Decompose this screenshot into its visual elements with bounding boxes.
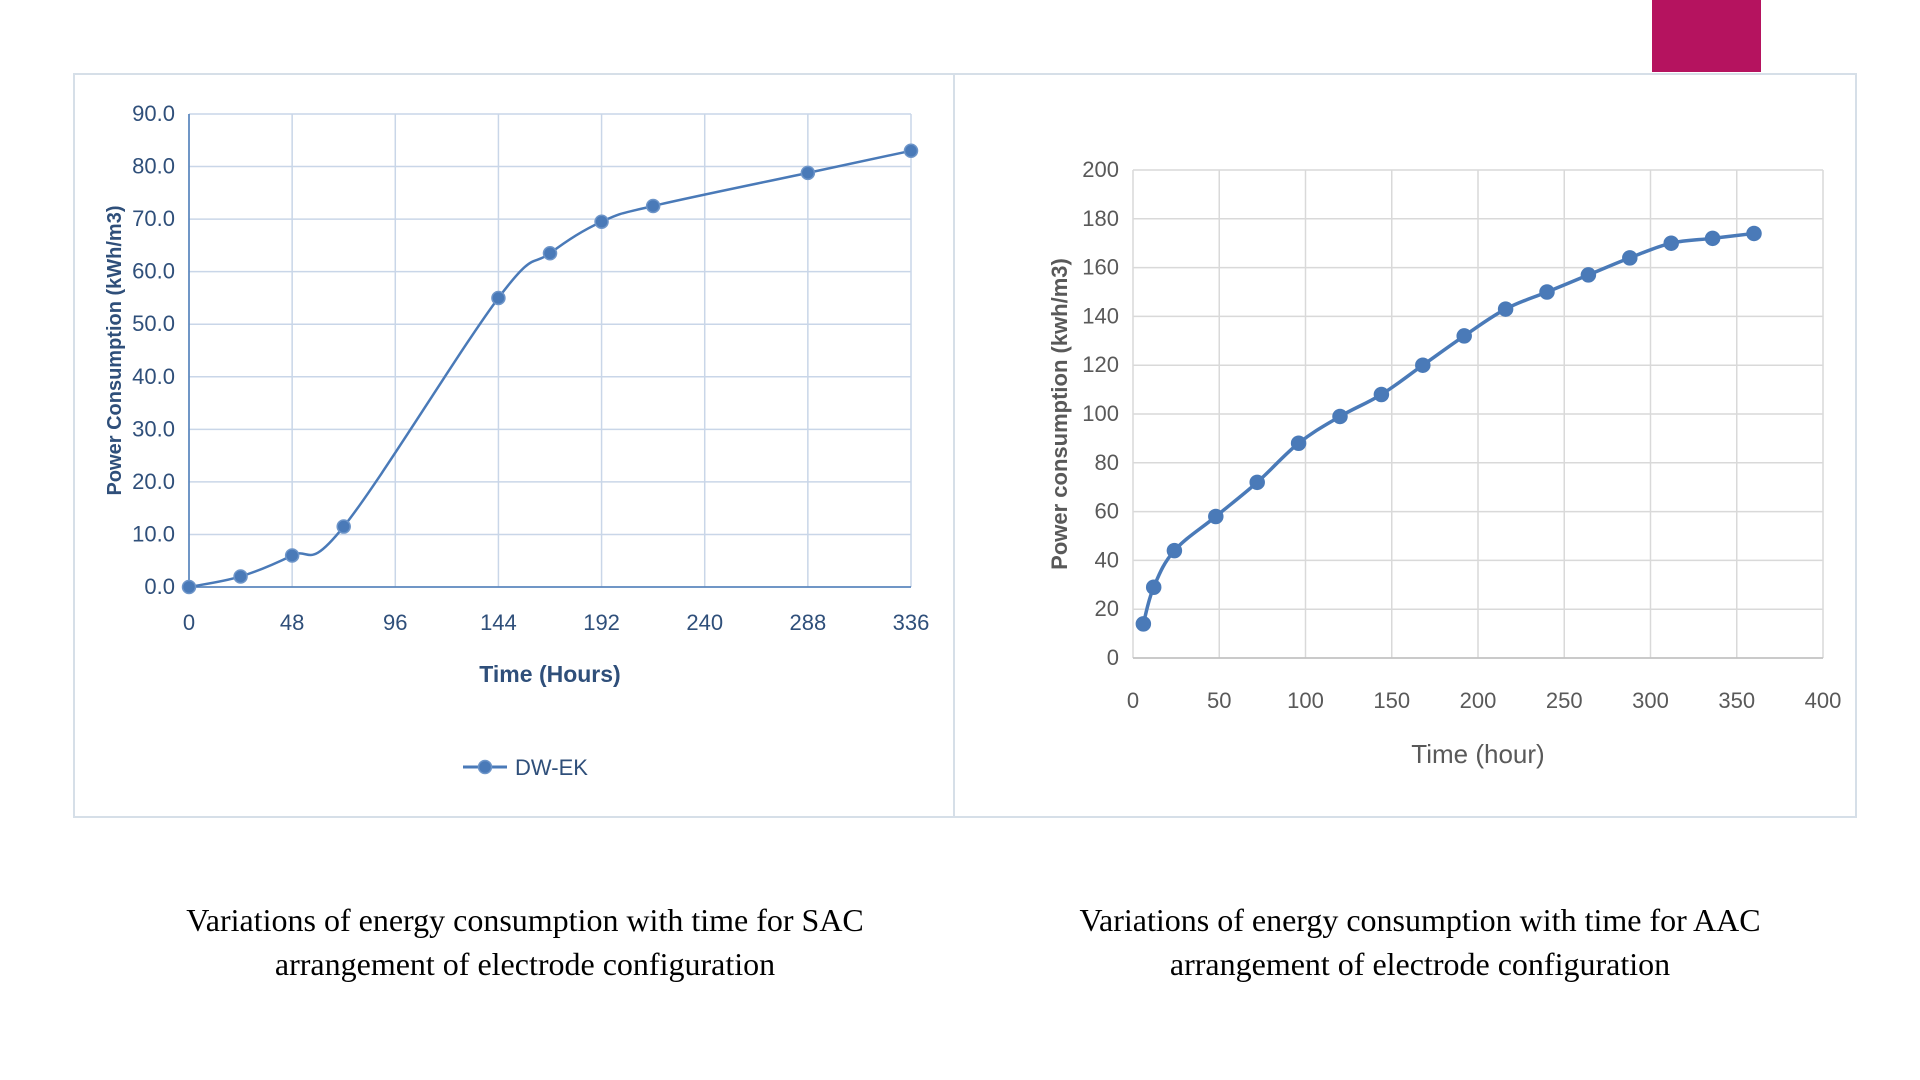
aac-y-tick-label: 120 (1082, 352, 1119, 377)
aac-x-tick-label: 200 (1460, 688, 1497, 713)
caption-sac-line1: Variations of energy consumption with ti… (186, 902, 864, 938)
sac-data-point (284, 548, 300, 563)
aac-data-point (1373, 386, 1390, 403)
aac-x-tick-label: 300 (1632, 688, 1669, 713)
sac-x-tick-label: 96 (383, 610, 407, 635)
accent-block (1652, 0, 1761, 72)
aac-data-point (1135, 616, 1152, 632)
aac-data-point (1497, 301, 1514, 317)
caption-sac: Variations of energy consumption with ti… (100, 898, 950, 986)
sac-x-tick-label: 0 (183, 610, 195, 635)
aac-y-tick-label: 0 (1107, 645, 1119, 670)
aac-data-point (1290, 435, 1307, 452)
sac-y-tick-label: 30.0 (132, 416, 175, 441)
sac-x-tick-label: 144 (480, 610, 517, 635)
aac-y-tick-label: 60 (1095, 499, 1119, 524)
aac-data-point (1249, 474, 1265, 491)
sac-data-point (233, 569, 248, 584)
aac-x-tick-label: 0 (1127, 688, 1139, 713)
chart-aac: 0 20 40 60 80 100 120 140 160 180 200 0 50 100 150 200 2… (1047, 157, 1842, 769)
aac-data-point (1145, 579, 1162, 595)
sac-data-point (491, 290, 506, 306)
aac-y-axis-title: Power consumption (kwh/m3) (1047, 258, 1072, 570)
aac-series-line (1141, 231, 1755, 625)
caption-aac-line2: arrangement of electrode configuration (1169, 946, 1671, 982)
caption-sac-line2: arrangement of electrode configuration (274, 946, 776, 982)
aac-y-tick-label: 140 (1082, 303, 1119, 328)
sac-data-point (336, 519, 351, 534)
sac-y-tick-label: 20.0 (132, 469, 175, 494)
aac-data-point (1166, 542, 1183, 559)
caption-aac: Variations of energy consumption with ti… (985, 898, 1855, 986)
sac-x-axis-title: Time (Hours) (479, 661, 620, 687)
sac-y-tick-label: 10.0 (132, 521, 175, 546)
aac-y-tick-label: 200 (1082, 157, 1119, 182)
aac-x-tick-label: 150 (1373, 688, 1410, 713)
sac-y-axis-title: Power Consumption (kWh/m3) (104, 206, 126, 496)
caption-aac-line1: Variations of energy consumption with ti… (1079, 902, 1761, 938)
aac-data-point (1208, 508, 1224, 525)
aac-data-point (1415, 357, 1431, 373)
aac-data-point (1704, 230, 1721, 247)
sac-legend-marker (477, 759, 493, 775)
sac-y-tick-label: 70.0 (132, 206, 175, 231)
sac-x-tick-label: 192 (583, 610, 620, 635)
aac-data-point (1332, 408, 1348, 425)
aac-y-tick-label: 40 (1095, 547, 1119, 572)
aac-y-tick-label: 80 (1095, 450, 1119, 475)
sac-data-point (594, 214, 609, 229)
sac-data-point (542, 246, 558, 261)
sac-x-tick-label: 48 (280, 610, 304, 635)
aac-x-tick-label: 350 (1718, 688, 1755, 713)
aac-data-point (1539, 284, 1555, 300)
sac-y-tick-label: 80.0 (132, 154, 175, 179)
aac-data-point (1580, 267, 1597, 283)
chart-panel-sac: 0.0 10.0 20.0 30.0 40.0 50.0 60.0 70.0 80.0 90.0 0… (73, 73, 955, 818)
aac-y-tick-label: 20 (1095, 596, 1119, 621)
aac-x-tick-label: 400 (1805, 688, 1842, 713)
sac-data-point (645, 198, 661, 214)
sac-y-tick-label: 60.0 (132, 259, 175, 284)
sac-data-point (903, 143, 919, 159)
sac-x-tick-label: 336 (893, 610, 930, 635)
aac-y-tick-label: 180 (1082, 206, 1119, 231)
chart-panel-aac: 0 20 40 60 80 100 120 140 160 180 200 0 50 100 150 200 2… (953, 73, 1857, 818)
sac-legend-label: DW-EK (515, 755, 588, 780)
aac-y-tick-label: 100 (1082, 401, 1119, 426)
sac-y-tick-label: 40.0 (132, 364, 175, 389)
aac-data-point (1456, 328, 1472, 344)
sac-series-line (188, 149, 912, 589)
chart-sac: 0.0 10.0 20.0 30.0 40.0 50.0 60.0 70.0 80.0 90.0 0… (104, 101, 930, 780)
sac-data-point (800, 165, 816, 181)
sac-y-tick-label: 0.0 (144, 574, 175, 599)
aac-x-tick-label: 50 (1207, 688, 1231, 713)
sac-y-tick-label: 90.0 (132, 101, 175, 126)
aac-data-point (1746, 225, 1762, 242)
sac-x-tick-label: 288 (789, 610, 826, 635)
aac-x-axis-title: Time (hour) (1411, 739, 1544, 769)
aac-x-tick-label: 250 (1546, 688, 1583, 713)
sac-x-tick-label: 240 (686, 610, 723, 635)
aac-y-tick-label: 160 (1082, 255, 1119, 280)
aac-data-point (1663, 235, 1679, 251)
sac-y-tick-label: 50.0 (132, 311, 175, 336)
sac-data-point (181, 579, 197, 595)
aac-data-point (1622, 250, 1638, 266)
aac-x-tick-label: 100 (1287, 688, 1324, 713)
